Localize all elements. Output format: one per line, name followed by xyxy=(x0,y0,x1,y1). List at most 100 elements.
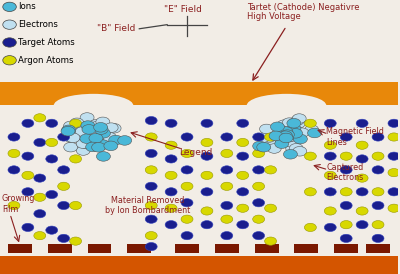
Circle shape xyxy=(107,124,121,133)
Circle shape xyxy=(90,132,104,142)
Bar xyxy=(175,244,199,253)
Circle shape xyxy=(253,232,265,240)
Circle shape xyxy=(58,166,70,174)
Circle shape xyxy=(292,114,306,123)
Ellipse shape xyxy=(54,94,133,117)
Circle shape xyxy=(221,166,233,174)
Circle shape xyxy=(265,204,276,212)
Bar xyxy=(215,244,239,253)
Circle shape xyxy=(86,131,100,140)
Circle shape xyxy=(70,237,82,245)
Circle shape xyxy=(96,140,110,149)
Circle shape xyxy=(201,188,213,196)
Circle shape xyxy=(96,152,110,161)
Circle shape xyxy=(221,215,233,223)
Circle shape xyxy=(304,188,316,196)
Circle shape xyxy=(284,126,298,136)
Circle shape xyxy=(145,201,157,210)
Circle shape xyxy=(221,182,233,190)
Circle shape xyxy=(3,56,16,65)
Circle shape xyxy=(304,119,316,127)
Circle shape xyxy=(88,120,102,129)
Circle shape xyxy=(181,166,193,174)
Circle shape xyxy=(181,215,193,223)
Circle shape xyxy=(22,223,34,232)
Circle shape xyxy=(280,130,294,140)
Circle shape xyxy=(253,199,265,207)
Circle shape xyxy=(289,126,303,136)
Circle shape xyxy=(256,133,270,142)
Circle shape xyxy=(88,137,102,147)
Circle shape xyxy=(145,149,157,158)
Circle shape xyxy=(82,125,96,134)
Circle shape xyxy=(22,188,34,196)
Circle shape xyxy=(75,127,89,136)
Circle shape xyxy=(145,182,157,190)
Circle shape xyxy=(165,188,177,196)
Circle shape xyxy=(80,137,94,147)
Circle shape xyxy=(118,136,132,145)
Circle shape xyxy=(288,130,302,139)
Circle shape xyxy=(22,152,34,160)
Circle shape xyxy=(165,155,177,163)
Circle shape xyxy=(90,122,104,132)
Bar xyxy=(48,244,72,253)
Circle shape xyxy=(3,2,16,12)
Text: "E" Field: "E" Field xyxy=(164,5,202,14)
Circle shape xyxy=(70,118,84,128)
Circle shape xyxy=(284,138,298,147)
Circle shape xyxy=(46,138,58,147)
Circle shape xyxy=(388,188,400,196)
Circle shape xyxy=(372,221,384,229)
Text: Legend: Legend xyxy=(179,148,212,156)
Circle shape xyxy=(278,129,292,139)
Circle shape xyxy=(46,119,58,127)
Circle shape xyxy=(280,130,294,139)
Text: Growing
Film: Growing Film xyxy=(2,195,35,214)
Circle shape xyxy=(267,144,281,153)
Circle shape xyxy=(269,131,283,141)
Circle shape xyxy=(284,132,298,141)
Circle shape xyxy=(237,152,249,160)
Circle shape xyxy=(253,182,265,190)
Circle shape xyxy=(165,171,177,179)
Text: High Voltage: High Voltage xyxy=(247,12,300,21)
Circle shape xyxy=(288,128,302,138)
Circle shape xyxy=(324,188,336,196)
Circle shape xyxy=(253,149,265,158)
Circle shape xyxy=(109,135,123,145)
Circle shape xyxy=(372,133,384,141)
Circle shape xyxy=(34,174,46,182)
Circle shape xyxy=(85,121,99,130)
Circle shape xyxy=(324,223,336,232)
Circle shape xyxy=(85,130,99,139)
Circle shape xyxy=(356,155,368,163)
Ellipse shape xyxy=(247,94,326,117)
Circle shape xyxy=(324,141,336,149)
Circle shape xyxy=(201,119,213,127)
Circle shape xyxy=(356,174,368,182)
Circle shape xyxy=(58,182,70,190)
Text: Ions: Ions xyxy=(18,2,36,11)
Circle shape xyxy=(304,152,316,160)
Circle shape xyxy=(289,129,302,138)
Circle shape xyxy=(356,188,368,196)
Circle shape xyxy=(287,124,301,133)
Text: Argon Atoms: Argon Atoms xyxy=(18,56,74,65)
Circle shape xyxy=(46,155,58,163)
Circle shape xyxy=(287,118,301,128)
Circle shape xyxy=(277,120,291,129)
Circle shape xyxy=(275,130,289,140)
Circle shape xyxy=(89,133,103,143)
Circle shape xyxy=(295,128,309,138)
Circle shape xyxy=(70,119,82,127)
Text: Magnetic Field
Lines: Magnetic Field Lines xyxy=(326,127,384,147)
Circle shape xyxy=(292,129,306,139)
Circle shape xyxy=(62,125,76,135)
Circle shape xyxy=(237,138,249,147)
Circle shape xyxy=(279,127,293,136)
Circle shape xyxy=(102,132,116,142)
Circle shape xyxy=(201,207,213,215)
Circle shape xyxy=(253,166,265,174)
Circle shape xyxy=(278,131,292,141)
